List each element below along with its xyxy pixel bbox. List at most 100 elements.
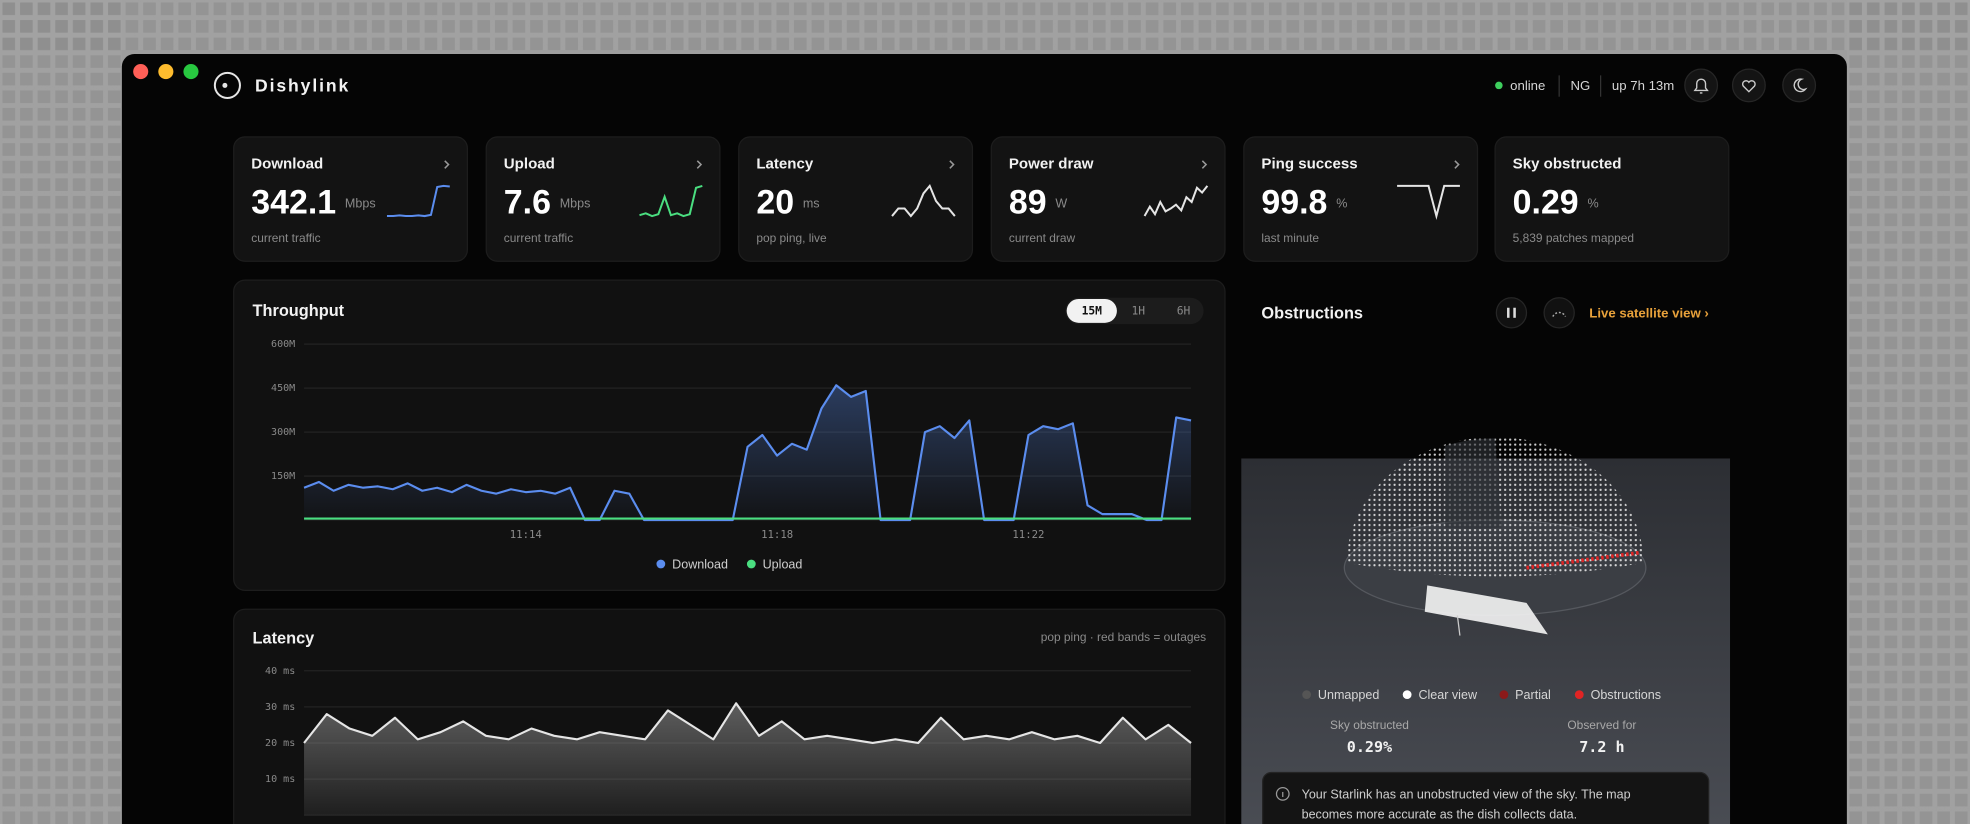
stat-label: Sky obstructed	[1330, 718, 1409, 732]
card-chevron	[1201, 160, 1208, 169]
unit: Mbps	[560, 197, 591, 211]
x-tick-label: 11:22	[1012, 528, 1044, 541]
legend-swatch	[656, 559, 666, 569]
stat-value: 7.2 h	[1579, 738, 1624, 756]
unit: ms	[803, 197, 820, 211]
card-title: Ping success	[1261, 156, 1357, 173]
area	[304, 385, 1192, 521]
info-text: becomes more accurate as the dish collec…	[1302, 808, 1578, 822]
y-tick-label: 40 ms	[265, 666, 295, 677]
status-dot	[1495, 81, 1503, 90]
legend-swatch	[1499, 690, 1509, 700]
legend-label: Upload	[763, 558, 803, 572]
dish	[1424, 585, 1548, 635]
status: online	[1510, 78, 1545, 93]
sparkline	[891, 183, 956, 218]
range-option[interactable]: 15M	[1082, 305, 1103, 318]
info-text: Your Starlink has an unobstructed view o…	[1302, 787, 1631, 801]
legend-swatch	[746, 559, 756, 569]
panel-title: Latency	[253, 630, 315, 648]
info-icon	[1275, 786, 1290, 801]
value: 7.6	[504, 184, 551, 222]
range-option[interactable]: 6H	[1177, 305, 1191, 318]
card-chevron	[949, 160, 955, 169]
legend-swatch	[1402, 690, 1412, 700]
card-chevron	[696, 160, 703, 169]
app-logo-dot	[222, 82, 228, 88]
value: 20	[756, 184, 794, 222]
theme-button[interactable]	[1782, 68, 1817, 103]
stat-card	[1494, 136, 1730, 262]
value: 342.1	[251, 184, 336, 222]
line	[303, 702, 1192, 745]
uptime: up 7h 13m	[1612, 78, 1674, 93]
card-value: 0.29%	[1513, 184, 1599, 222]
stat-card	[485, 136, 721, 262]
value: 0.29	[1513, 184, 1579, 222]
close-button[interactable]	[133, 64, 149, 80]
unit: %	[1336, 197, 1347, 211]
obstruction-band	[1526, 550, 1640, 570]
card-title: Power draw	[1009, 156, 1094, 173]
card-title: Sky obstructed	[1513, 156, 1622, 173]
card-value: 7.6 Mbps	[504, 184, 591, 222]
info-box	[1262, 771, 1710, 824]
satellite-link[interactable]: Live satellite view ›	[1589, 306, 1708, 321]
legend-swatch	[1302, 690, 1312, 700]
stat-value: 0.29%	[1347, 738, 1392, 756]
zoom-button[interactable]	[183, 64, 199, 80]
unit: %	[1587, 197, 1598, 211]
backdrop-pattern	[1846, 0, 1970, 824]
y-tick-label: 10 ms	[265, 774, 295, 785]
stat-label: Observed for	[1567, 718, 1636, 732]
sparkline	[1397, 184, 1460, 221]
panel-subtitle: pop ping · red bands = outages	[1041, 630, 1206, 644]
unit: W	[1055, 197, 1067, 211]
stat-card	[738, 136, 974, 262]
x-tick-label: 11:14	[510, 528, 542, 541]
range-active	[1066, 298, 1117, 323]
card-caption: current draw	[1009, 231, 1076, 245]
minimize-button[interactable]	[158, 64, 174, 80]
card-caption: current traffic	[251, 231, 320, 245]
y-tick-label: 20 ms	[265, 738, 295, 749]
refresh-button[interactable]	[1543, 297, 1575, 329]
region: NG	[1570, 78, 1590, 93]
notifications-button[interactable]	[1684, 68, 1719, 103]
panel-title: Obstructions	[1261, 304, 1363, 322]
card-value: 89 W	[1009, 184, 1068, 222]
card-caption: 5,839 patches mapped	[1513, 231, 1634, 245]
card-title: Download	[251, 156, 323, 173]
legend-label: Download	[672, 558, 728, 572]
throughput-panel	[233, 279, 1226, 591]
y-tick-label: 600M	[271, 339, 295, 350]
favorites-button[interactable]	[1731, 68, 1766, 103]
value: 89	[1009, 184, 1047, 222]
unit: Mbps	[345, 197, 376, 211]
sparkline	[1143, 185, 1209, 217]
range-option[interactable]: 1H	[1131, 305, 1145, 318]
app-name: Dishylink	[255, 75, 350, 95]
legend-swatch	[1574, 690, 1584, 700]
card-chevron	[1454, 160, 1460, 169]
stat-card	[233, 136, 469, 262]
y-tick-label: 30 ms	[265, 702, 295, 713]
pause-button[interactable]	[1495, 297, 1528, 329]
card-title: Upload	[504, 156, 555, 173]
card-caption: current traffic	[504, 231, 573, 245]
legend-label: Clear view	[1418, 688, 1478, 702]
card-title: Latency	[756, 156, 814, 173]
backdrop-pattern	[0, 0, 122, 824]
card-chevron	[444, 160, 450, 169]
x-tick-label: 11:18	[761, 528, 793, 541]
dish-mount	[1456, 615, 1461, 636]
stat-card	[990, 136, 1226, 262]
card-caption: pop ping, live	[756, 231, 827, 245]
card-value: 342.1 Mbps	[251, 184, 375, 222]
legend-label: Partial	[1515, 688, 1551, 702]
y-tick-label: 450M	[271, 383, 295, 394]
card-caption: last minute	[1261, 231, 1319, 245]
stat-card	[1243, 136, 1479, 262]
